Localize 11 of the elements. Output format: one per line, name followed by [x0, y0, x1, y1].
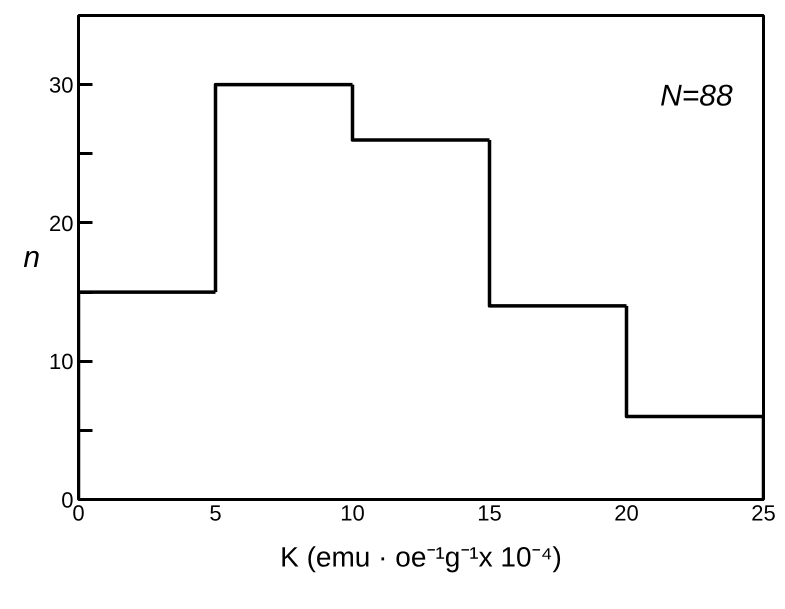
- x-tick-label: 5: [209, 500, 222, 526]
- x-tick-label: 25: [751, 500, 776, 526]
- x-tick-label: 10: [340, 500, 365, 526]
- annotation: N=88: [660, 79, 733, 112]
- y-tick-label: 30: [49, 72, 74, 98]
- y-tick-label: 10: [49, 349, 74, 374]
- x-tick-label: 15: [477, 500, 502, 526]
- x-tick-label: 20: [614, 500, 639, 526]
- y-tick-label: 20: [49, 210, 74, 236]
- x-axis-title: K (emu · oe⁻¹g⁻¹x 10⁻⁴): [280, 542, 562, 572]
- y-axis-title: n: [23, 241, 40, 274]
